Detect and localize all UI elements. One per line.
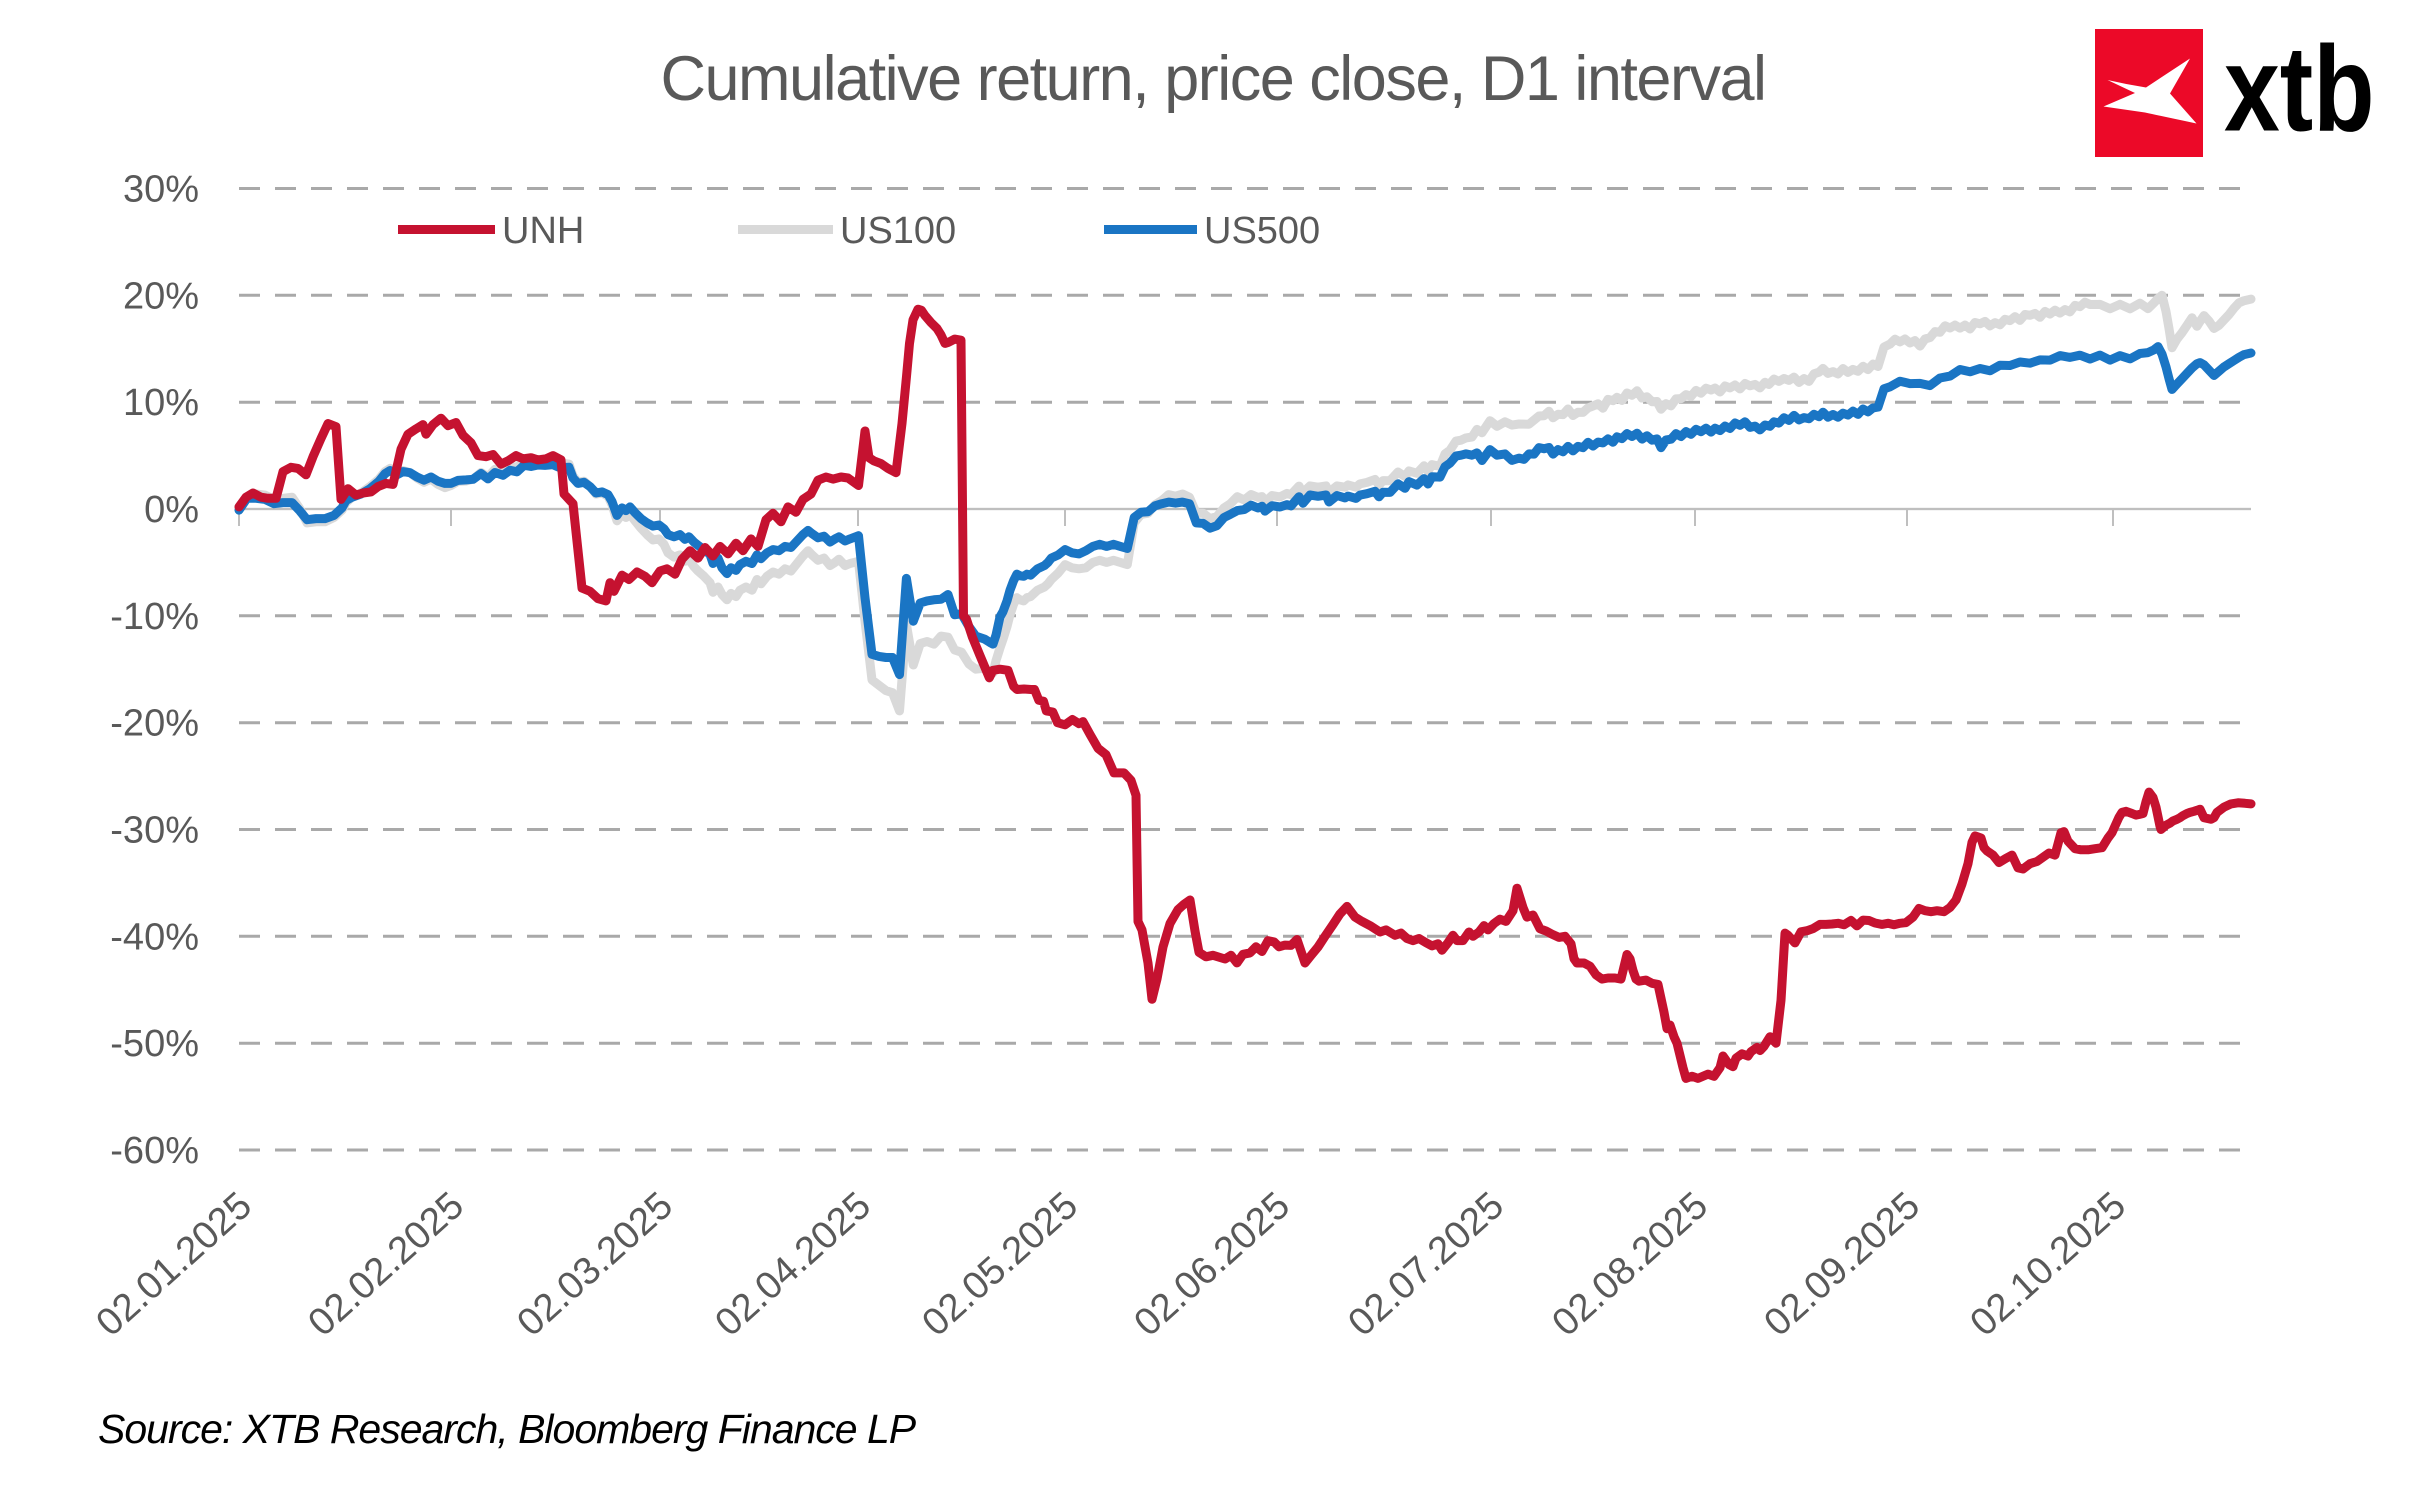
svg-text:US100: US100	[840, 210, 956, 252]
svg-text:xtb: xtb	[2224, 20, 2375, 156]
svg-text:Cumulative return, price close: Cumulative return, price close, D1 inter…	[661, 44, 1766, 114]
svg-text:-20%: -20%	[110, 703, 199, 745]
svg-text:0%: 0%	[144, 489, 199, 531]
svg-text:-60%: -60%	[110, 1130, 199, 1172]
svg-text:-50%: -50%	[110, 1023, 199, 1065]
svg-text:UNH: UNH	[502, 210, 584, 252]
svg-text:-30%: -30%	[110, 810, 199, 852]
svg-text:10%: 10%	[123, 382, 199, 424]
svg-text:20%: 20%	[123, 275, 199, 317]
svg-text:-10%: -10%	[110, 596, 199, 638]
svg-text:30%: 30%	[123, 169, 199, 211]
svg-text:US500: US500	[1204, 210, 1320, 252]
svg-text:Source: XTB Research, Bloomber: Source: XTB Research, Bloomberg Finance …	[98, 1406, 917, 1452]
svg-text:-40%: -40%	[110, 916, 199, 958]
